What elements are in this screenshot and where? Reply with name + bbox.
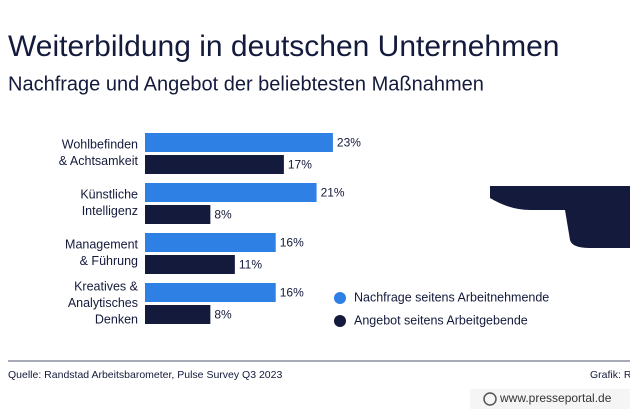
category-label: Denken bbox=[95, 312, 138, 326]
chart-subtitle: Nachfrage und Angebot der beliebtesten M… bbox=[8, 73, 484, 95]
watermark: www.presseportal.de bbox=[499, 391, 612, 405]
value-label: 21% bbox=[321, 186, 345, 200]
bar bbox=[145, 305, 211, 324]
bar bbox=[145, 133, 333, 152]
legend-label: Nachfrage seitens Arbeitnehmende bbox=[354, 290, 549, 304]
source: Quelle: Randstad Arbeitsbarometer, Pulse… bbox=[8, 369, 282, 381]
category-label: Intelligenz bbox=[82, 204, 138, 218]
bar bbox=[145, 183, 317, 202]
value-label: 8% bbox=[214, 308, 232, 322]
value-label: 23% bbox=[337, 136, 361, 150]
category-label: Management bbox=[65, 238, 138, 252]
category-label: Künstliche bbox=[80, 188, 138, 202]
legend-marker bbox=[334, 315, 346, 327]
bar bbox=[145, 205, 211, 224]
bar bbox=[145, 233, 276, 252]
chart-title: Weiterbildung in deutschen Unternehmen bbox=[8, 30, 559, 63]
category-label: & Achtsamkeit bbox=[59, 154, 139, 168]
bar bbox=[145, 155, 284, 174]
category-label: Analytisches bbox=[68, 296, 138, 310]
credit: Grafik: R bbox=[590, 369, 630, 381]
legend-label: Angebot seitens Arbeitgebende bbox=[354, 313, 528, 327]
value-label: 16% bbox=[280, 286, 304, 300]
value-label: 11% bbox=[239, 258, 262, 272]
value-label: 8% bbox=[214, 208, 232, 222]
value-label: 16% bbox=[280, 236, 304, 250]
watermark-icon bbox=[483, 392, 497, 406]
bar bbox=[145, 283, 276, 302]
category-label: & Führung bbox=[80, 254, 138, 268]
category-label: Kreatives & bbox=[74, 279, 139, 293]
decoration bbox=[490, 186, 630, 248]
category-label: Wohlbefinden bbox=[62, 138, 138, 152]
legend-marker bbox=[334, 292, 346, 304]
watermark-bg bbox=[470, 389, 630, 409]
value-label: 17% bbox=[288, 158, 312, 172]
bar bbox=[145, 255, 235, 274]
